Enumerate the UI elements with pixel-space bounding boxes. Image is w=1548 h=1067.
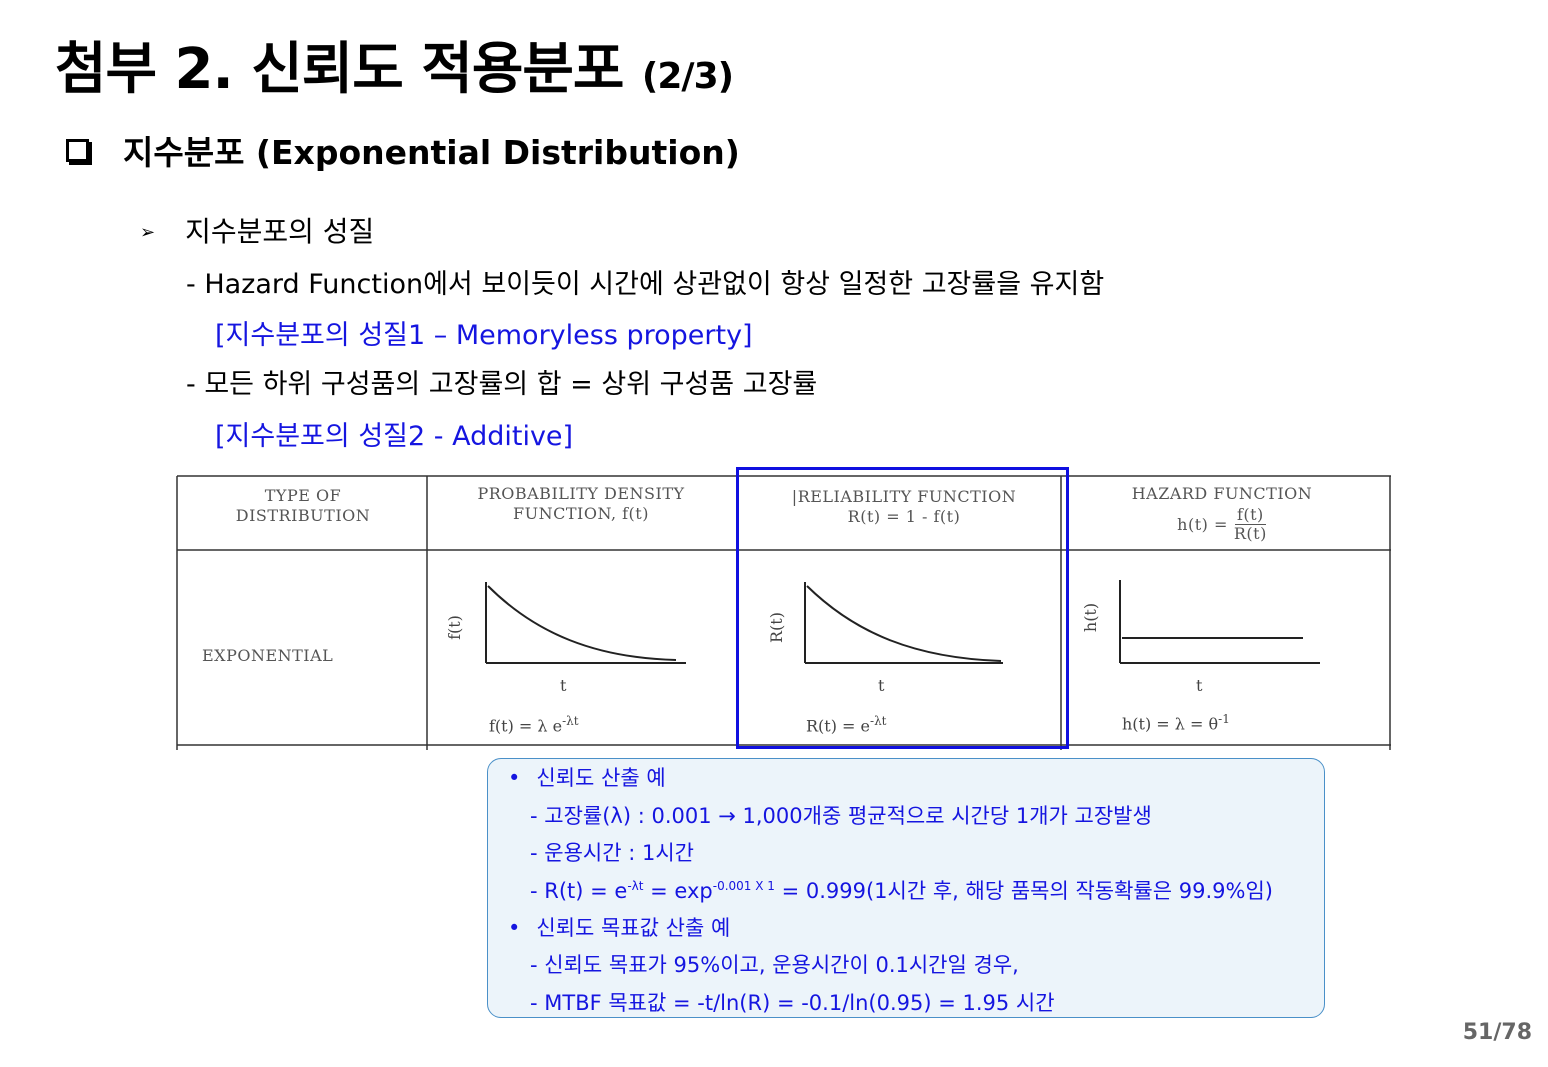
hazard-formula: h(t) = λ = θ-1 bbox=[1122, 712, 1230, 733]
bullet-dot-icon: • bbox=[508, 766, 521, 790]
reliability-xlabel: t bbox=[878, 676, 885, 695]
arrow-bullet-icon: ➢ bbox=[140, 222, 156, 243]
callout-bullet-1: • 신뢰도 산출 예 bbox=[508, 762, 666, 792]
callout-b1-line3-b: = exp bbox=[643, 879, 713, 903]
hazard-formula-prefix: h(t) = bbox=[1177, 514, 1228, 534]
properties-heading-label: 지수분포의 성질 bbox=[185, 215, 375, 248]
callout-b1-line3: - R(t) = e-λt = exp-0.001 X 1 = 0.999(1시… bbox=[530, 875, 1273, 905]
reliability-formula-base: R(t) = e bbox=[806, 716, 871, 736]
checkbox-bullet-icon bbox=[66, 139, 89, 162]
reliability-highlight-box bbox=[736, 467, 1069, 749]
hazard-fraction-numerator: f(t) bbox=[1234, 505, 1266, 525]
header-pdf: PROBABILITY DENSITY FUNCTION, f(t) bbox=[428, 484, 734, 524]
row-label-exponential: EXPONENTIAL bbox=[202, 646, 334, 665]
pdf-formula-exponent: -λt bbox=[562, 714, 579, 728]
header-hazard: HAZARD FUNCTION h(t) = f(t) R(t) bbox=[1064, 484, 1380, 543]
pdf-formula: f(t) = λ e-λt bbox=[489, 714, 579, 735]
callout-b2-line2: - MTBF 목표값 = -t/ln(R) = -0.1/ln(0.95) = … bbox=[530, 991, 1055, 1015]
callout-b1-line3-a: - R(t) = e bbox=[530, 879, 628, 903]
callout-b1-line3-sup2: -0.001 X 1 bbox=[712, 879, 775, 893]
property-line-1: - Hazard Function에서 보이듯이 시간에 상관없이 항상 일정한… bbox=[186, 269, 1105, 300]
pdf-plot bbox=[485, 582, 686, 664]
callout-bullet-1-label: 신뢰도 산출 예 bbox=[536, 766, 666, 790]
hazard-formula-base: h(t) = λ = θ bbox=[1122, 714, 1219, 734]
reliability-formula: R(t) = e-λt bbox=[806, 714, 887, 735]
table-grid bbox=[176, 475, 1391, 750]
header-pdf-line1: PROBABILITY DENSITY bbox=[477, 484, 685, 503]
callout-b1-line2: - 운용시간 : 1시간 bbox=[530, 841, 694, 865]
header-reliability: |RELIABILITY FUNCTION R(t) = 1 - f(t) bbox=[746, 487, 1062, 527]
distribution-table: TYPE OF DISTRIBUTION PROBABILITY DENSITY… bbox=[176, 474, 1392, 750]
callout-b2-line1: - 신뢰도 목표가 95%이고, 운용시간이 0.1시간일 경우, bbox=[530, 953, 1019, 977]
example-callout: • 신뢰도 산출 예 - 고장률(λ) : 0.001 → 1,000개중 평균적… bbox=[487, 758, 1325, 1018]
properties-heading: ➢ 지수분포의 성질 bbox=[140, 210, 374, 250]
header-type-line1: TYPE OF bbox=[264, 486, 342, 505]
header-hazard-formula: h(t) = f(t) R(t) bbox=[1064, 506, 1380, 543]
slide-title-main: 첨부 2. 신뢰도 적용분포 bbox=[55, 37, 624, 102]
reliability-formula-exponent: -λt bbox=[870, 714, 887, 728]
callout-b1-line1: - 고장률(λ) : 0.001 → 1,000개중 평균적으로 시간당 1개가… bbox=[530, 804, 1152, 828]
section-heading: 지수분포 (Exponential Distribution) bbox=[66, 126, 740, 174]
hazard-ylabel: h(t) bbox=[1081, 602, 1101, 633]
hazard-fraction: f(t) R(t) bbox=[1234, 506, 1267, 543]
hazard-fraction-denominator: R(t) bbox=[1233, 524, 1267, 543]
slide-title: 첨부 2. 신뢰도 적용분포 (2/3) bbox=[55, 24, 734, 105]
property-note-2: [지수분포의 성질2 - Additive] bbox=[215, 421, 574, 452]
section-heading-label: 지수분포 (Exponential Distribution) bbox=[123, 133, 740, 172]
header-type: TYPE OF DISTRIBUTION bbox=[178, 486, 428, 526]
header-type-line2: DISTRIBUTION bbox=[235, 506, 371, 525]
callout-b1-line3-sup1: -λt bbox=[627, 879, 644, 893]
property-line-2: - 모든 하위 구성품의 고장률의 합 = 상위 구성품 고장률 bbox=[186, 369, 818, 400]
callout-bullet-2-label: 신뢰도 목표값 산출 예 bbox=[536, 916, 731, 940]
pdf-formula-base: f(t) = λ e bbox=[489, 716, 563, 736]
reliability-plot bbox=[804, 582, 1003, 664]
header-pdf-line2: FUNCTION, f(t) bbox=[513, 504, 649, 523]
callout-b1-line3-c: = 0.999(1시간 후, 해당 품목의 작동확률은 99.9%임) bbox=[774, 879, 1273, 903]
header-reliability-line1: |RELIABILITY FUNCTION bbox=[791, 487, 1017, 506]
pdf-ylabel: f(t) bbox=[444, 615, 464, 640]
page-number: 51/78 bbox=[1462, 1020, 1532, 1045]
hazard-plot bbox=[1119, 580, 1320, 664]
header-hazard-line1: HAZARD FUNCTION bbox=[1131, 484, 1313, 503]
header-reliability-line2: R(t) = 1 - f(t) bbox=[847, 507, 961, 526]
pdf-xlabel: t bbox=[560, 676, 567, 695]
hazard-formula-exponent: -1 bbox=[1218, 712, 1230, 726]
callout-bullet-2: • 신뢰도 목표값 산출 예 bbox=[508, 912, 730, 942]
property-note-1: [지수분포의 성질1 – Memoryless property] bbox=[215, 320, 753, 351]
hazard-xlabel: t bbox=[1196, 676, 1203, 695]
slide-title-suffix: (2/3) bbox=[641, 56, 734, 97]
bullet-dot-icon: • bbox=[508, 916, 521, 940]
